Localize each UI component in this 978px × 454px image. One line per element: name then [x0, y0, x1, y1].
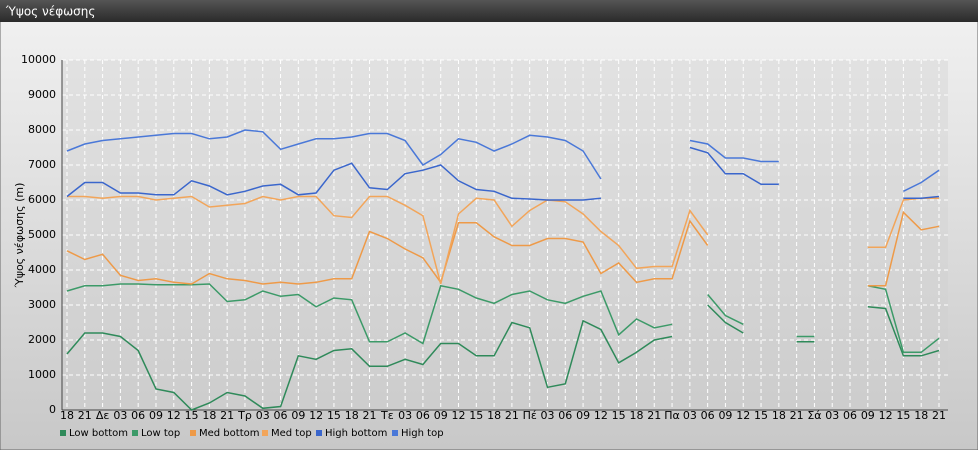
x-tick-label: 06 — [416, 409, 430, 422]
legend-label: Low bottom — [69, 428, 128, 439]
series-line — [66, 129, 940, 192]
x-tick-label: 15 — [896, 409, 910, 422]
y-tick-label: 3000 — [28, 298, 56, 311]
x-tick-label: 18 — [487, 409, 501, 422]
x-tick-label: Πέ — [523, 409, 537, 422]
x-tick-label: 06 — [701, 409, 715, 422]
x-tick-label: 21 — [220, 409, 234, 422]
x-tick-label: Πα — [664, 409, 680, 422]
x-tick-label: Τρ — [237, 409, 252, 422]
x-tick-label: 18 — [772, 409, 786, 422]
x-tick-label: 21 — [505, 409, 519, 422]
legend-label: Med bottom — [199, 428, 259, 439]
title-bar — [0, 0, 978, 22]
x-tick-label: 03 — [540, 409, 554, 422]
x-tick-label: 18 — [60, 409, 74, 422]
x-tick-label: 03 — [683, 409, 697, 422]
x-tick-label: Σά — [807, 409, 821, 422]
x-tick-label: 09 — [576, 409, 590, 422]
x-tick-label: 09 — [149, 409, 163, 422]
x-tick-label: 18 — [202, 409, 216, 422]
legend-marker — [262, 430, 268, 436]
series-line — [66, 283, 940, 354]
x-tick-label: 12 — [594, 409, 608, 422]
x-tick-label: 18 — [629, 409, 643, 422]
y-tick-label: 6000 — [28, 193, 56, 206]
x-tick-label: 15 — [327, 409, 341, 422]
y-tick-label: 9000 — [28, 88, 56, 101]
x-tick-label: 12 — [309, 409, 323, 422]
y-tick-label: 4000 — [28, 263, 56, 276]
chart-title: Ύψος νέφωσης — [5, 5, 95, 19]
x-tick-label: 15 — [469, 409, 483, 422]
x-tick-label: 06 — [131, 409, 145, 422]
x-tick-label: 06 — [274, 409, 288, 422]
x-tick-label: 12 — [879, 409, 893, 422]
x-tick-label: 15 — [612, 409, 626, 422]
x-tick-label: 06 — [558, 409, 572, 422]
x-tick-label: 21 — [363, 409, 377, 422]
x-tick-label: 15 — [185, 409, 199, 422]
x-tick-label: Δε — [96, 409, 110, 422]
legend-label: High top — [401, 428, 444, 439]
x-tick-label: 21 — [932, 409, 946, 422]
legend-marker — [392, 430, 398, 436]
x-tick-label: 18 — [914, 409, 928, 422]
x-tick-label: Τε — [380, 409, 394, 422]
series-line — [66, 146, 940, 201]
y-tick-label: 5000 — [28, 228, 56, 241]
legend-label: Med top — [271, 428, 312, 439]
x-tick-label: 03 — [256, 409, 270, 422]
x-tick-label: 21 — [78, 409, 92, 422]
x-tick-label: 21 — [647, 409, 661, 422]
x-tick-label: 21 — [790, 409, 804, 422]
x-tick-label: 03 — [825, 409, 839, 422]
y-tick-label: 0 — [49, 403, 56, 416]
legend-label: High bottom — [325, 428, 387, 439]
y-tick-label: 2000 — [28, 333, 56, 346]
x-tick-label: 12 — [452, 409, 466, 422]
x-tick-label: 09 — [718, 409, 732, 422]
y-tick-label: 7000 — [28, 158, 56, 171]
y-tick-label: 10000 — [21, 53, 56, 66]
x-tick-label: 12 — [736, 409, 750, 422]
x-tick-label: 15 — [754, 409, 768, 422]
legend-label: Low top — [141, 428, 180, 439]
x-tick-label: 18 — [345, 409, 359, 422]
y-tick-label: 1000 — [28, 368, 56, 381]
x-tick-label: 09 — [291, 409, 305, 422]
y-tick-label: 8000 — [28, 123, 56, 136]
legend-marker — [190, 430, 196, 436]
series-line — [66, 210, 940, 287]
x-tick-label: 03 — [398, 409, 412, 422]
series-line — [66, 304, 940, 411]
x-tick-label: 03 — [113, 409, 127, 422]
x-tick-label: 09 — [861, 409, 875, 422]
x-tick-label: 06 — [843, 409, 857, 422]
legend-marker — [132, 430, 138, 436]
legend-marker — [60, 430, 66, 436]
legend-marker — [316, 430, 322, 436]
y-axis-label: Ύψος νέφωσης (m) — [13, 183, 26, 289]
x-tick-label: 09 — [434, 409, 448, 422]
x-tick-label: 12 — [167, 409, 181, 422]
